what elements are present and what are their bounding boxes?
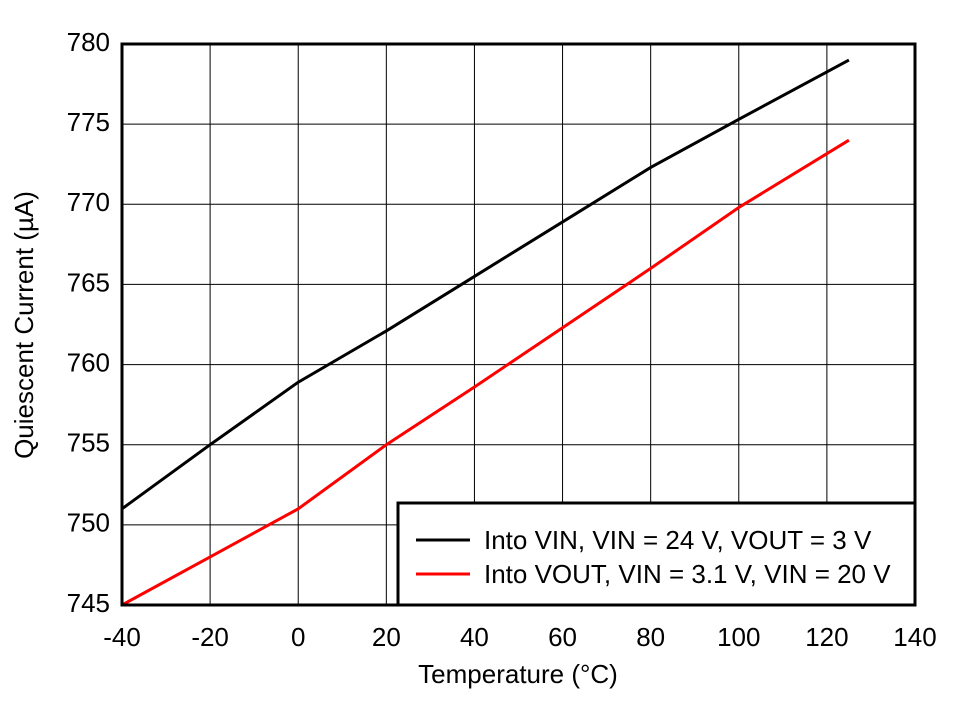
series-line — [121, 58, 850, 511]
y-tick-label: 750 — [67, 508, 110, 538]
y-axis-label: Quiescent Current (µA) — [9, 191, 39, 459]
series-line — [121, 138, 850, 607]
y-tick-label: 755 — [67, 428, 110, 458]
y-tick-label: 760 — [67, 347, 110, 377]
legend-box — [396, 501, 917, 607]
y-tick-label: 765 — [67, 267, 110, 297]
x-axis-label: Temperature (°C) — [418, 659, 618, 689]
y-tick-label: 780 — [67, 27, 110, 57]
x-tick-label: -20 — [191, 622, 229, 652]
x-tick-label: -40 — [103, 622, 141, 652]
y-tick-label: 770 — [67, 187, 110, 217]
x-tick-label: 0 — [291, 622, 305, 652]
y-tick-label: 775 — [67, 107, 110, 137]
x-tick-label: 120 — [805, 622, 848, 652]
x-tick-label: 60 — [548, 622, 577, 652]
legend-label: Into VIN, VIN = 24 V, VOUT = 3 V — [484, 525, 872, 555]
x-tick-label: 40 — [460, 622, 489, 652]
x-tick-label: 140 — [893, 622, 936, 652]
legend-label: Into VOUT, VIN = 3.1 V, VIN = 20 V — [484, 559, 891, 589]
y-tick-label: 745 — [67, 588, 110, 618]
x-tick-label: 20 — [372, 622, 401, 652]
x-tick-label: 100 — [717, 622, 760, 652]
x-tick-label: 80 — [636, 622, 665, 652]
